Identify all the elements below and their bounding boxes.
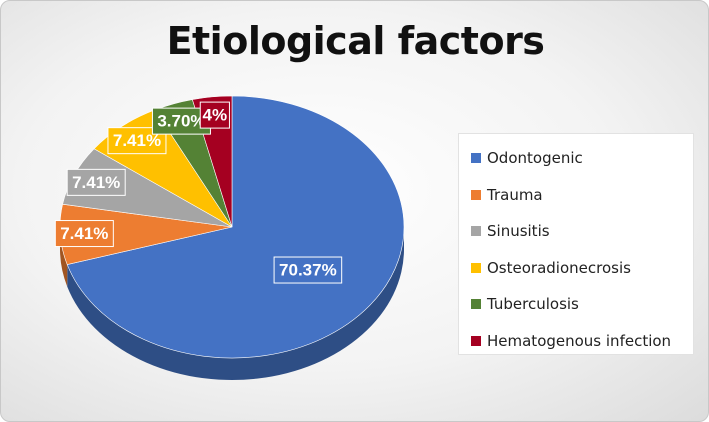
data-label-text: 70.37% bbox=[279, 261, 337, 280]
legend-swatch bbox=[471, 299, 481, 310]
pie-side bbox=[60, 227, 404, 381]
data-label-odontogenic: 70.37% bbox=[273, 256, 343, 284]
legend-item-sinusitis: Sinusitis bbox=[471, 213, 693, 250]
data-label-trauma: 7.41% bbox=[54, 220, 114, 248]
legend-item-trauma: Trauma bbox=[471, 177, 693, 214]
legend-item-osteoradionecrosis: Osteoradionecrosis bbox=[471, 250, 693, 287]
legend: Odontogenic Trauma Sinusitis Osteoradion… bbox=[458, 133, 694, 355]
legend-swatch bbox=[471, 262, 481, 273]
data-label-text: 3.70% bbox=[157, 112, 205, 131]
legend-item-odontogenic: Odontogenic bbox=[471, 140, 693, 177]
data-label-text: 7.41% bbox=[113, 131, 161, 150]
data-label-text: 4% bbox=[203, 106, 228, 125]
legend-swatch bbox=[471, 189, 481, 200]
pie-slice-odontogenic bbox=[66, 95, 405, 359]
pie-side-odontogenic bbox=[67, 227, 404, 381]
legend-swatch bbox=[471, 335, 481, 346]
legend-label: Osteoradionecrosis bbox=[487, 258, 631, 277]
data-label-text: 7.41% bbox=[60, 224, 108, 243]
pie-labels: 70.37%7.41%7.41%7.41%3.70%4% bbox=[54, 101, 343, 284]
legend-label: Tuberculosis bbox=[487, 295, 579, 314]
legend-swatch bbox=[471, 153, 481, 164]
chart-title: Etiological factors bbox=[166, 19, 545, 63]
data-label-box bbox=[54, 220, 114, 248]
legend-item-hematogenous-infection: Hematogenous infection bbox=[471, 323, 693, 360]
data-label-hematogenous-infection: 4% bbox=[199, 101, 230, 129]
legend-label: Odontogenic bbox=[487, 149, 583, 168]
data-label-box bbox=[199, 101, 230, 129]
legend-label: Trauma bbox=[487, 185, 543, 204]
pie-side-trauma bbox=[60, 227, 68, 287]
legend-label: Hematogenous infection bbox=[487, 331, 672, 350]
legend-label: Sinusitis bbox=[487, 222, 550, 241]
data-label-box bbox=[66, 168, 126, 196]
data-label-text: 7.41% bbox=[72, 173, 120, 192]
data-label-box bbox=[273, 256, 343, 284]
legend-item-tuberculosis: Tuberculosis bbox=[471, 286, 693, 323]
legend-swatch bbox=[471, 226, 481, 237]
data-label-sinusitis: 7.41% bbox=[66, 168, 126, 196]
